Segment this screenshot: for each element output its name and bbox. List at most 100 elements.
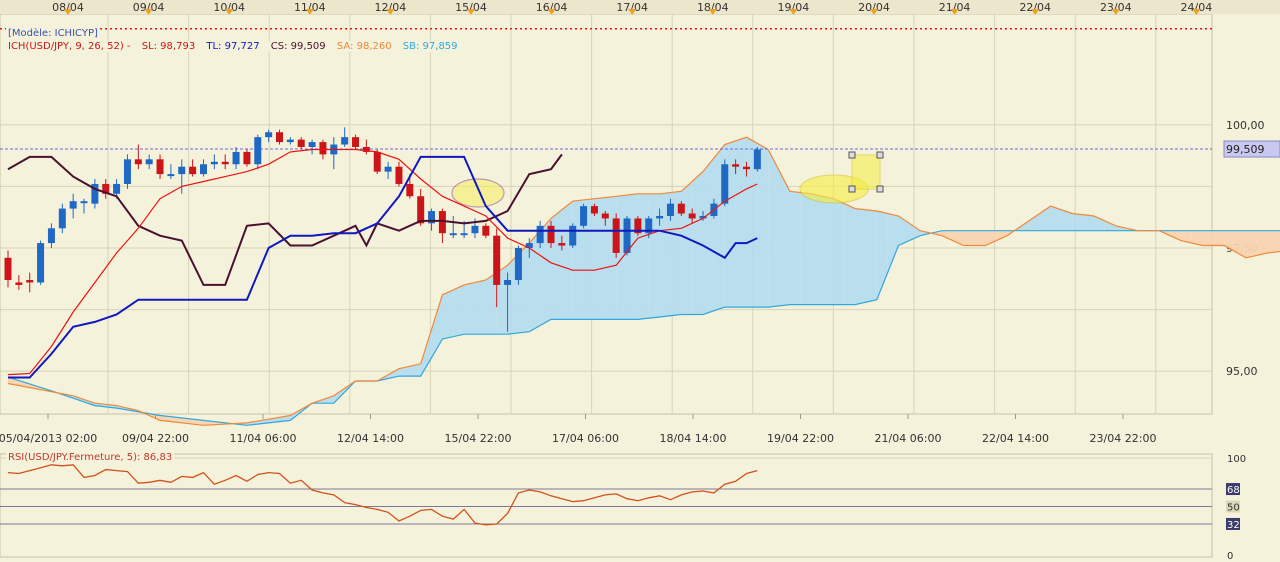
kumo-segment	[735, 137, 747, 308]
model-label: [Modèle: ICHICYP]	[6, 28, 100, 39]
x-tick-label: 12/04 14:00	[337, 432, 404, 445]
candle-down	[612, 218, 620, 253]
highlight-ellipse	[451, 178, 505, 208]
top-date-marker	[547, 9, 556, 15]
kumo-segment	[1235, 230, 1247, 258]
candle-up	[58, 208, 66, 229]
candle-down	[558, 243, 566, 246]
candle-up	[460, 233, 468, 236]
candle-down	[438, 211, 446, 234]
x-tick-label: 15/04 22:00	[445, 432, 512, 445]
kumo-segment	[833, 198, 845, 305]
candle-up	[525, 243, 533, 248]
top-date-marker	[950, 9, 959, 15]
top-date-label: 10/04	[213, 1, 245, 14]
indicator-legend: ICH(USD/JPY, 9, 26, 52) - SL: 98,793 TL:…	[6, 41, 460, 52]
kumo-segment	[1256, 230, 1268, 256]
kumo-segment	[1072, 213, 1084, 231]
top-date-label: 08/04	[52, 1, 84, 14]
candle-down	[406, 183, 414, 197]
top-date-label: 23/04	[1100, 1, 1132, 14]
kumo-segment	[485, 272, 497, 335]
x-tick-label: 23/04 22:00	[1090, 432, 1157, 445]
rsi-panel	[0, 453, 1213, 558]
senkou-span-a-line	[7, 136, 1280, 426]
kumo-segment	[648, 193, 660, 319]
candle-up	[580, 206, 588, 226]
cs-label: CS: 99,509	[270, 41, 326, 52]
candle-down	[319, 142, 327, 155]
selection-handle	[848, 185, 856, 193]
top-date-label: 21/04	[939, 1, 971, 14]
candle-down	[243, 151, 251, 165]
kumo-segment	[1170, 230, 1181, 241]
top-date-label: 09/04	[133, 1, 165, 14]
candle-up	[699, 215, 707, 219]
candle-down	[395, 166, 403, 184]
chikou-span-line	[7, 153, 563, 286]
candle-down	[362, 147, 370, 152]
top-date-marker	[1192, 9, 1201, 15]
candle-down	[677, 203, 685, 214]
candle-up	[286, 139, 294, 143]
date-strip	[0, 0, 1280, 14]
x-tick-label: 09/04 22:00	[122, 432, 189, 445]
candles	[4, 127, 761, 332]
candle-up	[113, 183, 121, 194]
rsi-level-tag	[1226, 483, 1240, 496]
kumo-segment	[876, 211, 888, 300]
kumo-segment	[540, 218, 551, 326]
candle-down	[276, 132, 283, 143]
kumo-segment	[442, 289, 454, 340]
top-date-marker	[225, 9, 234, 15]
kumo-segment	[920, 230, 932, 236]
rsi-axis-label: 100	[1227, 454, 1246, 465]
candle-up	[504, 280, 512, 285]
top-date-marker	[789, 9, 798, 15]
kumo-segment	[855, 208, 866, 305]
kumo-segment	[627, 193, 638, 320]
ich-label: ICH(USD/JPY, 9, 26, 52) -	[8, 41, 131, 52]
tl-label: TL: 97,727	[206, 41, 260, 52]
candle-up	[666, 203, 674, 216]
rsi-axis-label: 68	[1227, 485, 1240, 496]
kumo-segment	[703, 158, 714, 315]
y-tick-label: 100,00	[1226, 119, 1265, 132]
kumo-segment	[1028, 213, 1040, 231]
candle-up	[536, 225, 544, 244]
candle-down	[493, 235, 501, 285]
kumo-segment	[1202, 230, 1214, 246]
candle-up	[341, 137, 349, 145]
rsi-level-tag	[1226, 517, 1240, 530]
kumo-segment	[453, 284, 465, 337]
candle-down	[297, 139, 305, 148]
candle-down	[688, 213, 696, 219]
selection-handle	[876, 185, 884, 193]
top-date-marker	[305, 9, 314, 15]
kumo-segment	[941, 230, 953, 241]
kumo-segment	[388, 368, 399, 379]
candle-up	[69, 201, 77, 209]
candle-down	[4, 257, 12, 281]
kumo-segment	[779, 170, 790, 306]
kumo-segment	[974, 230, 986, 246]
kumo-segment	[844, 203, 856, 305]
top-date-marker	[1031, 9, 1040, 15]
candle-up	[37, 243, 45, 283]
current-price-tag	[1223, 140, 1280, 158]
candle-down	[547, 225, 555, 244]
candle-up	[721, 164, 729, 204]
candle-up	[232, 151, 240, 165]
candle-up	[265, 132, 273, 138]
kumo-segment	[887, 213, 899, 273]
kumo-segment	[768, 149, 780, 308]
candle-up	[471, 225, 479, 234]
kijun-sen-line	[8, 155, 758, 379]
candle-up	[123, 159, 131, 184]
kumo-segment	[800, 192, 812, 305]
highlight-box	[851, 154, 881, 190]
top-date-marker	[386, 9, 395, 15]
top-date-label: 24/04	[1181, 1, 1213, 14]
